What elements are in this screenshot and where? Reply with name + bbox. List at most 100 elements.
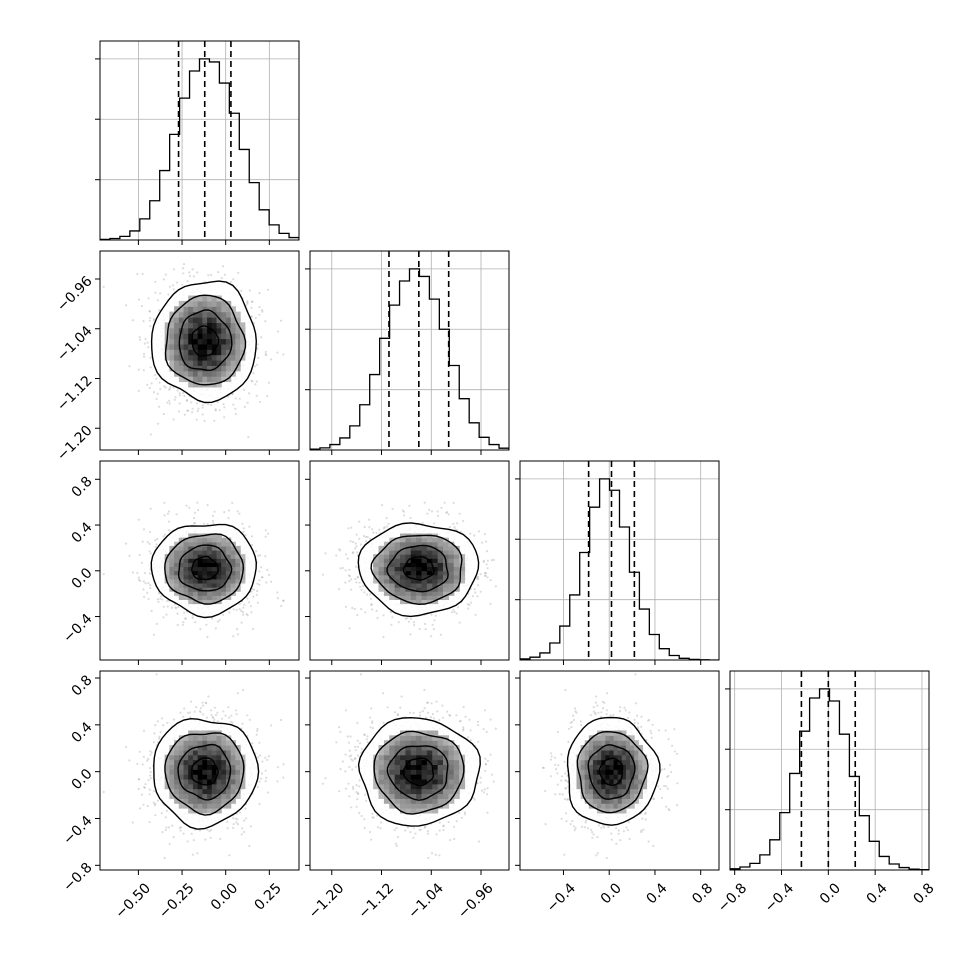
density-cell bbox=[192, 333, 199, 340]
density-cell bbox=[389, 549, 396, 555]
density-cell bbox=[178, 541, 185, 547]
scatter-point bbox=[256, 601, 259, 604]
scatter-panel-2-1 bbox=[305, 460, 510, 665]
density-cell bbox=[383, 587, 390, 592]
scatter-point bbox=[430, 635, 433, 638]
density-cell bbox=[211, 537, 218, 543]
density-cell bbox=[207, 578, 213, 584]
density-cell bbox=[448, 587, 455, 592]
density-cell bbox=[383, 545, 390, 551]
density-cell bbox=[169, 359, 175, 366]
density-cell bbox=[410, 566, 417, 572]
contour-line-2 bbox=[164, 294, 247, 386]
scatter-point bbox=[407, 620, 410, 623]
scatter-point bbox=[457, 606, 460, 609]
scatter-point bbox=[162, 616, 165, 619]
density-cell bbox=[192, 354, 199, 361]
scatter-point bbox=[264, 529, 267, 532]
scatter-point bbox=[178, 394, 181, 397]
density-cell bbox=[405, 549, 412, 555]
density-cell bbox=[188, 587, 194, 592]
scatter-point bbox=[255, 550, 258, 553]
scatter-point bbox=[147, 581, 150, 585]
density-cell bbox=[169, 349, 175, 356]
scatter-point bbox=[439, 633, 443, 636]
density-cell bbox=[235, 587, 241, 592]
density-cell bbox=[207, 570, 213, 576]
density-cell bbox=[443, 591, 449, 596]
scatter-point bbox=[182, 621, 185, 624]
scatter-point bbox=[252, 372, 255, 375]
density-cell bbox=[426, 591, 433, 596]
scatter-point bbox=[252, 588, 255, 591]
density-cell bbox=[389, 541, 396, 547]
scatter-point bbox=[150, 382, 153, 385]
scatter-point bbox=[147, 597, 150, 601]
density-cell bbox=[432, 570, 439, 576]
histogram-panel-0 bbox=[95, 40, 300, 245]
density-cell bbox=[169, 316, 175, 323]
density-cell bbox=[448, 570, 455, 576]
scatter-point bbox=[259, 400, 262, 403]
scatter-point bbox=[356, 575, 359, 579]
scatter-point bbox=[347, 527, 350, 530]
scatter-point bbox=[186, 409, 189, 412]
scatter-point bbox=[148, 550, 151, 553]
density-cell bbox=[207, 370, 213, 377]
density-cell bbox=[216, 316, 222, 323]
scatter-point bbox=[188, 274, 191, 278]
scatter-point bbox=[232, 635, 235, 638]
density-cell bbox=[164, 558, 170, 563]
scatter-point bbox=[458, 621, 461, 624]
scatter-point bbox=[382, 635, 385, 639]
scatter-point bbox=[382, 614, 385, 617]
density-cell bbox=[221, 554, 227, 559]
density-cell bbox=[378, 570, 385, 576]
density-cell bbox=[197, 582, 203, 588]
density-cell bbox=[421, 541, 428, 547]
scatter-point bbox=[182, 391, 185, 395]
scatter-point bbox=[148, 572, 151, 575]
density-cell bbox=[202, 574, 208, 580]
scatter-point bbox=[154, 280, 157, 283]
density-cell bbox=[225, 370, 232, 377]
scatter-point bbox=[383, 526, 386, 529]
scatter-point bbox=[221, 265, 225, 268]
scatter-point bbox=[246, 301, 249, 304]
scatter-point bbox=[280, 319, 283, 322]
density-cell bbox=[389, 574, 396, 580]
scatter-point bbox=[242, 388, 246, 391]
scatter-point bbox=[218, 619, 221, 622]
scatter-point bbox=[149, 507, 152, 510]
scatter-point bbox=[246, 597, 249, 600]
scatter-point bbox=[196, 271, 199, 274]
density-cell bbox=[169, 327, 175, 334]
scatter-point bbox=[358, 581, 361, 584]
density-cell bbox=[174, 354, 180, 361]
density-cell bbox=[421, 545, 428, 551]
scatter-point bbox=[141, 540, 144, 543]
scatter-point bbox=[149, 584, 152, 587]
scatter-point bbox=[141, 272, 144, 276]
scatter-point bbox=[454, 528, 457, 531]
scatter-point bbox=[227, 509, 231, 512]
scatter-point bbox=[221, 613, 225, 616]
scatter-point bbox=[255, 380, 258, 383]
density-cell bbox=[240, 338, 246, 345]
scatter-point bbox=[178, 392, 181, 395]
scatter-point bbox=[163, 501, 166, 504]
y-tick-label: 0.4 bbox=[69, 519, 96, 546]
density-cell bbox=[174, 558, 180, 563]
scatter-point bbox=[94, 316, 96, 318]
density-cell bbox=[202, 558, 208, 563]
scatter-point bbox=[351, 552, 354, 555]
density-cell bbox=[174, 338, 180, 345]
density-cell bbox=[225, 322, 232, 329]
scatter-point bbox=[482, 560, 486, 564]
density-cell bbox=[453, 578, 460, 584]
density-cell bbox=[202, 343, 208, 350]
density-cell bbox=[211, 562, 218, 568]
scatter-point bbox=[258, 579, 261, 582]
scatter-point bbox=[354, 565, 357, 568]
density-cell bbox=[421, 558, 428, 563]
